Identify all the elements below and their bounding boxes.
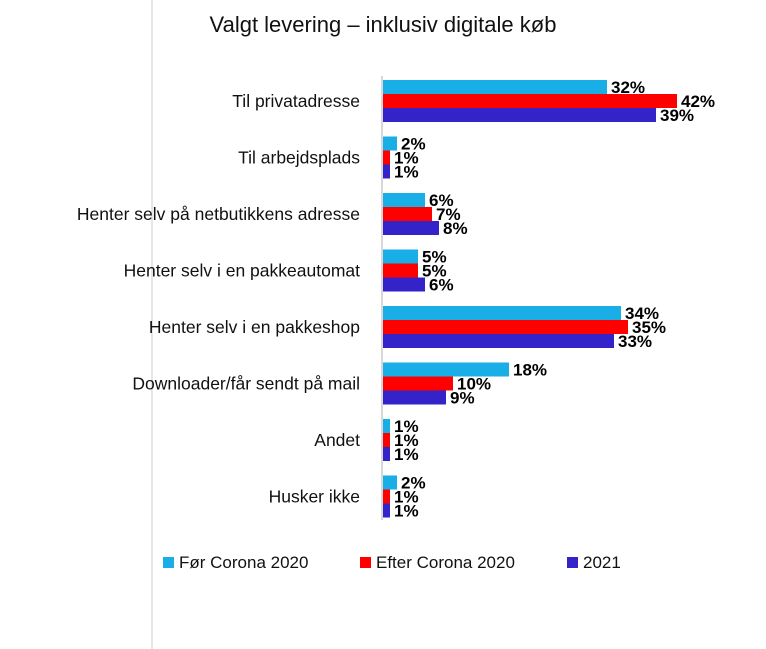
data-label: 1%: [394, 431, 419, 450]
category-label: Henter selv i en pakkeshop: [149, 317, 360, 337]
bar: [383, 419, 390, 433]
bar: [383, 150, 390, 165]
category-label: Til privatadresse: [232, 91, 360, 111]
bar: [383, 376, 453, 391]
bar: [383, 503, 390, 518]
bar: [383, 193, 425, 207]
data-label: 6%: [429, 276, 454, 295]
bar: [383, 306, 621, 320]
bar: [383, 221, 439, 235]
bar: [383, 447, 390, 461]
data-label: 33%: [618, 332, 652, 351]
data-label: 1%: [394, 502, 419, 521]
category-label: Husker ikke: [269, 487, 360, 507]
data-label: 35%: [632, 318, 666, 337]
legend-entry: 2021: [583, 553, 621, 572]
data-label: 1%: [394, 488, 419, 507]
data-label: 18%: [513, 361, 547, 380]
data-label: 34%: [625, 304, 659, 323]
data-label: 6%: [429, 191, 454, 210]
bar: [383, 249, 418, 264]
bar: [383, 433, 390, 447]
data-label: 5%: [422, 262, 447, 281]
bar: [383, 362, 509, 377]
data-label: 1%: [394, 149, 419, 168]
legend-swatch: [360, 557, 371, 568]
category-label: Til arbejdsplads: [238, 148, 360, 168]
legend-swatch: [567, 557, 578, 568]
data-label: 2%: [401, 135, 426, 154]
data-label: 39%: [660, 106, 694, 125]
left-vertical-line: [151, 0, 153, 649]
data-label: 2%: [401, 474, 426, 493]
data-label: 1%: [394, 417, 419, 436]
data-label: 32%: [611, 78, 645, 97]
bar: [383, 334, 614, 348]
category-label: Downloader/får sendt på mail: [132, 374, 360, 394]
data-label: 5%: [422, 248, 447, 267]
category-label: Andet: [314, 430, 360, 450]
data-label: 1%: [394, 163, 419, 182]
data-label: 10%: [457, 375, 491, 394]
data-label: 42%: [681, 92, 715, 111]
category-label: Henter selv på netbutikkens adresse: [77, 204, 360, 224]
bar: [383, 108, 656, 122]
bar: [383, 390, 446, 405]
legend-entry: Efter Corona 2020: [376, 553, 515, 572]
bar: [383, 475, 397, 490]
bar: [383, 164, 390, 179]
chart-title: Valgt levering – inklusiv digitale køb: [209, 12, 557, 37]
bar: [383, 320, 628, 334]
bar: [383, 94, 677, 108]
bar: [383, 277, 425, 292]
data-label: 1%: [394, 445, 419, 464]
bar: [383, 263, 418, 278]
bar: [383, 489, 390, 504]
data-label: 8%: [443, 219, 468, 238]
data-label: 9%: [450, 389, 475, 408]
bar: [383, 207, 432, 221]
bar: [383, 136, 397, 151]
legend-swatch: [163, 557, 174, 568]
legend-entry: Før Corona 2020: [179, 553, 308, 572]
bar: [383, 80, 607, 94]
data-label: 7%: [436, 205, 461, 224]
category-label: Henter selv i en pakkeautomat: [124, 261, 361, 281]
